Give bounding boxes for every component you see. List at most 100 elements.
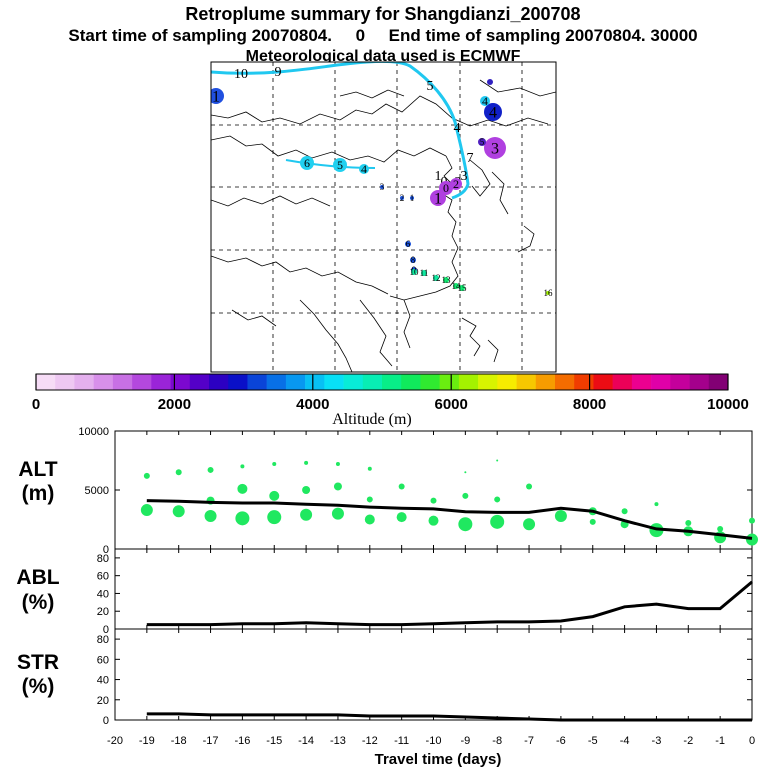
colorbar-swatch bbox=[189, 374, 210, 390]
x-tick-label: -19 bbox=[139, 735, 155, 747]
map-marker-circle bbox=[380, 185, 384, 189]
track-label: 4 bbox=[454, 121, 461, 136]
series-line-abl bbox=[146, 580, 753, 627]
x-tick-label: -11 bbox=[394, 735, 409, 747]
colorbar-swatch bbox=[343, 374, 364, 390]
map-marker-circle bbox=[421, 270, 427, 276]
map-marker: 13 bbox=[442, 275, 452, 285]
map-marker: 4 bbox=[359, 162, 369, 176]
map-marker-circle bbox=[459, 285, 465, 291]
map-marker-label: 0 bbox=[443, 181, 449, 195]
altitude-point bbox=[304, 460, 309, 465]
x-tick-label: -3 bbox=[652, 735, 662, 747]
altitude-point bbox=[367, 466, 372, 471]
y-tick-label: 20 bbox=[97, 606, 109, 618]
colorbar-swatch bbox=[593, 374, 613, 390]
altitude-point bbox=[366, 496, 373, 503]
colorbar-swatch bbox=[55, 374, 75, 390]
map-graticule bbox=[211, 62, 556, 372]
colorbar-swatch bbox=[324, 374, 344, 390]
colorbar-swatch bbox=[689, 374, 710, 390]
map-marker-circle bbox=[333, 158, 347, 172]
panel-abl: 0 20 40 60 80 ABL(%) bbox=[16, 548, 753, 636]
colorbar-tick-label: 4000 bbox=[296, 396, 329, 413]
altitude-point bbox=[237, 483, 248, 494]
colorbar-swatch bbox=[170, 374, 191, 390]
map-marker-label: 16 bbox=[544, 288, 554, 298]
map-marker-circle bbox=[484, 103, 502, 121]
colorbar-tick-label: 0 bbox=[32, 396, 40, 413]
altitude-point bbox=[717, 525, 724, 532]
altitude-point bbox=[462, 492, 469, 499]
y-tick-label: 60 bbox=[97, 571, 109, 583]
altitude-point bbox=[269, 490, 280, 501]
altitude-point bbox=[396, 512, 407, 523]
map-marker: 1 bbox=[410, 193, 415, 203]
map-marker-circle bbox=[410, 257, 416, 263]
panel-str: 0 20 40 60 80 STR(%) bbox=[17, 628, 753, 727]
y-tick-label: 0 bbox=[103, 715, 109, 727]
track-label: 1 bbox=[435, 169, 442, 184]
colorbar-swatch bbox=[420, 374, 440, 390]
altitude-point bbox=[364, 514, 375, 525]
x-tick-label: 0 bbox=[749, 735, 755, 747]
altitude-point bbox=[235, 511, 250, 526]
y-tick-label: 80 bbox=[97, 553, 109, 565]
colorbar-swatch bbox=[574, 374, 594, 390]
colorbar-swatch bbox=[401, 374, 421, 390]
colorbar-swatch bbox=[112, 374, 133, 390]
y-tick-label: 80 bbox=[97, 634, 109, 646]
colorbar-swatch bbox=[132, 374, 152, 390]
colorbar-swatch bbox=[74, 374, 94, 390]
x-tick-label: -13 bbox=[330, 735, 346, 747]
colorbar-swatch bbox=[305, 374, 325, 390]
map-frame bbox=[211, 62, 556, 372]
chart-panels: 0500010000ALT(m)020406080ABL(%)020406080… bbox=[16, 426, 758, 747]
series-line-str bbox=[146, 712, 752, 722]
altitude-point bbox=[207, 466, 214, 473]
map-marker-circle bbox=[443, 277, 449, 283]
x-tick-label: -16 bbox=[234, 735, 250, 747]
map-marker: 10 bbox=[410, 267, 420, 277]
x-tick-label: -18 bbox=[171, 735, 187, 747]
map-marker-circle bbox=[411, 269, 417, 275]
colorbar-swatch bbox=[458, 374, 479, 390]
altitude-point bbox=[685, 520, 692, 527]
panel-label-unit: (%) bbox=[22, 591, 55, 614]
colorbar-swatch bbox=[93, 374, 114, 390]
altitude-point bbox=[272, 462, 277, 467]
map-marker-circle bbox=[450, 178, 462, 190]
altitude-point bbox=[143, 472, 150, 479]
map-marker: 8 bbox=[410, 255, 416, 265]
altitude-point bbox=[300, 508, 313, 521]
map-marker: 6 bbox=[300, 156, 314, 170]
colorbar-swatch bbox=[151, 374, 171, 390]
series-line-alt bbox=[146, 499, 753, 540]
map-marker-label: 1 bbox=[212, 89, 220, 106]
x-tick-label: -14 bbox=[298, 735, 314, 747]
y-tick-label: 10000 bbox=[78, 426, 109, 438]
altitude-point bbox=[302, 486, 311, 494]
map-marker-label: 10 bbox=[410, 267, 420, 277]
map-marker-circle bbox=[433, 275, 439, 281]
colorbar-tick-label: 6000 bbox=[435, 396, 468, 413]
colorbar-tick-label: 2000 bbox=[158, 396, 191, 413]
map-marker-circle bbox=[300, 156, 314, 170]
map-marker-label: 4 bbox=[361, 162, 367, 176]
map-marker-label: 1 bbox=[410, 193, 415, 203]
panel-label: ABL bbox=[16, 566, 59, 589]
map-marker-label: 2 bbox=[453, 177, 459, 191]
altitude-point bbox=[496, 459, 499, 462]
altitude-point bbox=[398, 483, 405, 490]
altitude-colorbar: 0 2000 4000 6000 8000 10000 bbox=[32, 373, 749, 413]
colorbar-label: Altitude (m) bbox=[332, 411, 412, 428]
colorbar-swatch bbox=[516, 374, 537, 390]
x-tick-label: -20 bbox=[107, 735, 123, 747]
colorbar-swatch bbox=[708, 374, 729, 390]
colorbar-swatch bbox=[612, 374, 633, 390]
colorbar-swatch bbox=[266, 374, 287, 390]
map-marker-circle bbox=[430, 190, 446, 206]
altitude-point bbox=[428, 515, 439, 526]
map-marker-label: 2 bbox=[400, 193, 405, 203]
map-marker-circle bbox=[410, 196, 414, 200]
